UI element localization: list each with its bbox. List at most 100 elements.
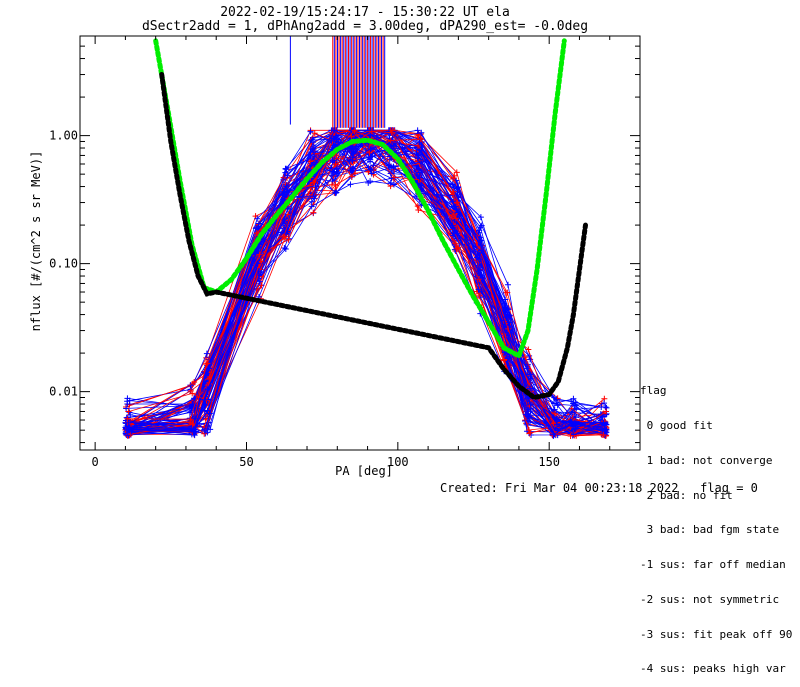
measurement-marker [413, 149, 420, 156]
measurement-marker [187, 382, 194, 389]
measurement-marker [254, 260, 261, 267]
measurement-marker [191, 379, 198, 386]
measurement-marker [124, 400, 131, 407]
measurement-marker [285, 236, 292, 243]
measurement-marker [310, 193, 317, 200]
x-tick-label: 0 [92, 455, 99, 469]
measurement-marker [414, 155, 421, 162]
measurement-marker [505, 325, 512, 332]
measurement-marker [504, 281, 511, 288]
y-tick-label: 0.01 [49, 385, 78, 399]
measurement-marker [568, 409, 575, 416]
measurement-marker [505, 319, 512, 326]
measurement-marker [253, 230, 260, 237]
measurement-marker [526, 385, 533, 392]
measurement-marker [284, 172, 291, 179]
measurement-marker [417, 136, 424, 143]
measurement-marker [312, 182, 319, 189]
measurement-marker [418, 147, 425, 154]
measurement-marker [600, 431, 607, 438]
measurement-marker [414, 127, 421, 134]
measurement-marker [553, 416, 560, 423]
measurement-marker [347, 145, 354, 152]
measurement-marker [187, 416, 194, 423]
measurement-marker [367, 165, 374, 172]
measurement-marker [501, 356, 508, 363]
chart-subtitle: dSectr2add = 1, dPhAng2add = 3.00deg, dP… [142, 19, 588, 34]
measurement-marker [128, 421, 135, 428]
measurement-marker [527, 371, 534, 378]
measurement-line [129, 135, 607, 433]
chart: 2022-02-19/15:24:17 - 15:30:22 UT ela dS… [29, 5, 641, 478]
measurement-marker [453, 169, 460, 176]
measurement-marker [450, 181, 457, 188]
measurement-marker [332, 161, 339, 168]
measurement-marker [477, 224, 484, 231]
measurement-marker [333, 136, 340, 143]
measurement-marker [190, 427, 197, 434]
flag-legend-title: flag [640, 384, 667, 398]
measurement-marker [567, 433, 574, 440]
measurement-marker [450, 203, 457, 210]
measurement-marker [454, 185, 461, 192]
measurement-marker [125, 419, 132, 426]
footer: Created: Fri Mar 04 00:23:18 2022 flag =… [440, 481, 758, 495]
measurement-marker [127, 431, 134, 438]
measurement-marker [505, 334, 512, 341]
measurement-marker [477, 214, 484, 221]
measurement-marker [308, 198, 315, 205]
measurement-line [129, 129, 604, 430]
measurement-marker [571, 420, 578, 427]
measurement-line [127, 129, 604, 433]
measurement-marker [551, 400, 558, 407]
measurement-marker [570, 400, 577, 407]
x-tick-label: 100 [387, 455, 409, 469]
measurement-marker [598, 404, 605, 411]
measurement-marker [311, 145, 318, 152]
measurement-line [125, 129, 607, 436]
measurement-marker [416, 174, 423, 181]
measurement-marker [329, 157, 336, 164]
measurement-marker [387, 137, 394, 144]
measurement-marker [524, 365, 531, 372]
measurement-marker [454, 199, 461, 206]
measurement-marker [124, 414, 131, 421]
measurement-marker [522, 354, 529, 361]
flag-legend-entry: 3 bad: bad fgm state [640, 523, 780, 537]
measurement-marker [551, 410, 558, 417]
y-tick-label: 0.10 [49, 257, 78, 271]
axis-layer: 0 50 100 150 0.01 0.10 1.00 [49, 35, 641, 469]
measurement-marker [502, 296, 509, 303]
measurement-marker [281, 244, 288, 251]
measurement-marker [124, 415, 131, 422]
measurement-marker [307, 128, 314, 135]
flag-legend-entry: 1 bad: not converge [640, 453, 773, 467]
measurement-marker [450, 175, 457, 182]
measurement-marker [187, 387, 194, 394]
measurement-marker [572, 413, 579, 420]
measurement-marker [351, 127, 358, 134]
measurement-marker [600, 419, 607, 426]
measurement-marker [554, 395, 561, 402]
y-axis-label: nflux [#/(cm^2 s sr MeV)] [29, 151, 43, 332]
measurement-marker [603, 408, 610, 415]
measurement-marker [204, 360, 211, 367]
flag-legend: flag 0 good fit 1 bad: not converge 2 ba… [640, 362, 792, 687]
y-tick-label: 1.00 [49, 129, 78, 143]
measurement-marker [550, 406, 557, 413]
measurement-marker [125, 408, 132, 415]
measurement-marker [451, 229, 458, 236]
measurement-marker [477, 272, 484, 279]
flag-legend-entry: 2 bad: no fit [640, 488, 733, 502]
measurement-marker [601, 400, 608, 407]
measurement-marker [123, 405, 130, 412]
measurement-marker [350, 150, 357, 157]
measurement-marker [506, 354, 513, 361]
measurement-marker [387, 170, 394, 177]
measurement-marker [307, 158, 314, 165]
measurement-marker [332, 141, 339, 148]
measurement-marker [450, 198, 457, 205]
measurement-marker [452, 215, 459, 222]
measurement-marker [455, 244, 462, 251]
measurement-marker [367, 158, 374, 165]
